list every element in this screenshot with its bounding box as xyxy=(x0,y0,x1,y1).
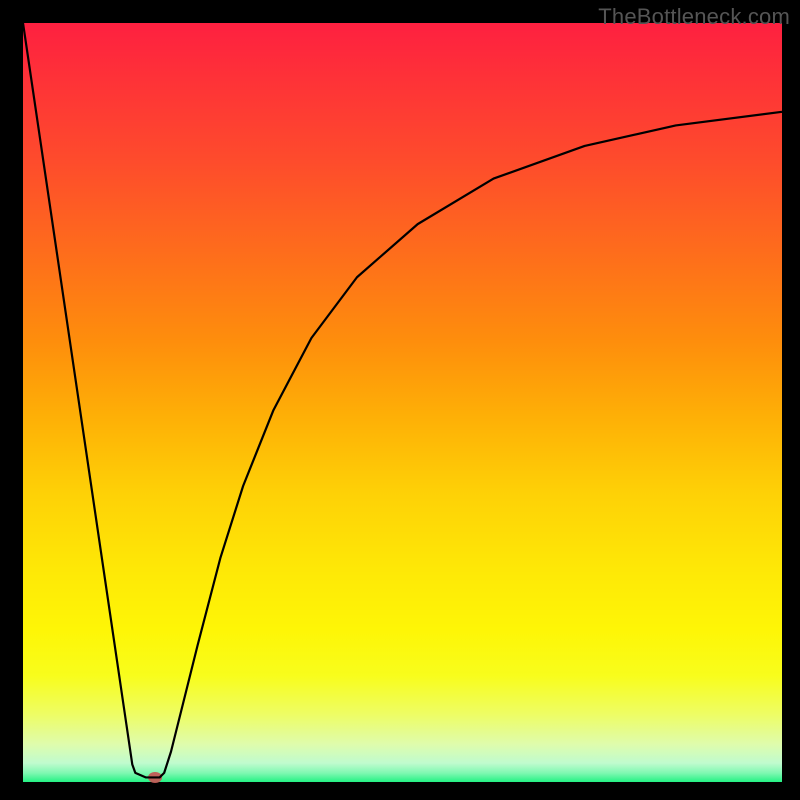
plot-background xyxy=(23,23,782,782)
chart-svg xyxy=(0,0,800,800)
watermark-text: TheBottleneck.com xyxy=(598,4,790,30)
chart-container: TheBottleneck.com xyxy=(0,0,800,800)
